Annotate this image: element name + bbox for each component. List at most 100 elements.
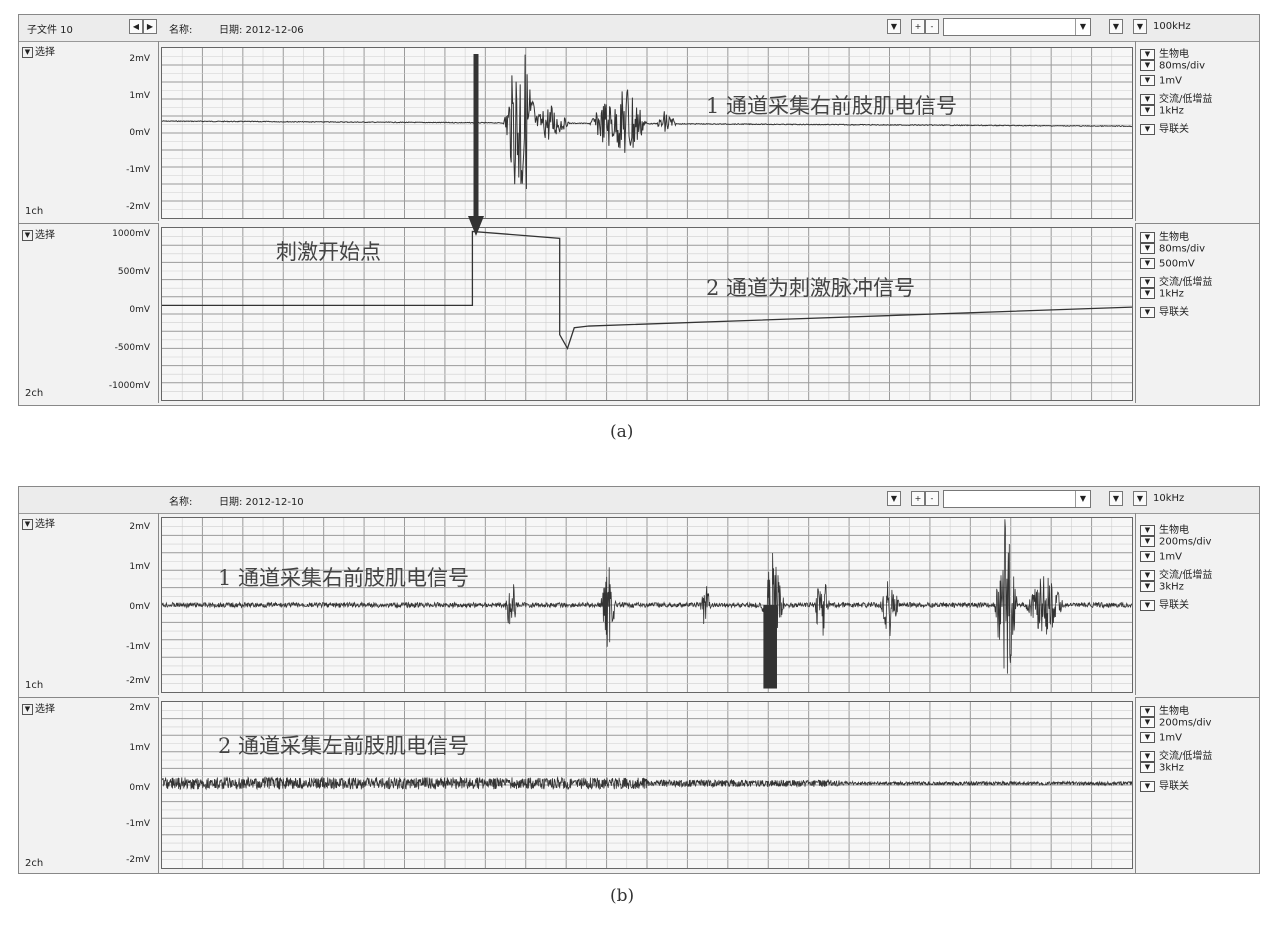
figure-caption-b: (b) (610, 886, 635, 906)
waveform-plot-b-ch1[interactable] (161, 517, 1133, 693)
filter-option[interactable]: ▼ 1kHz (1140, 105, 1184, 117)
waveform-svg (162, 702, 1132, 868)
chevron-down-icon: ▼ (1140, 75, 1155, 86)
channel-1-description: 1 通道采集右前肢肌电信号 (218, 566, 470, 590)
signal-type-option[interactable]: ▼ 生物电 (1140, 45, 1189, 60)
chevron-down-icon: ▼ (1140, 276, 1155, 288)
signal-trace (162, 54, 1132, 190)
lead-option[interactable]: ▼ 导联关 (1140, 596, 1189, 611)
signal-type-option[interactable]: ▼ 生物电 (1140, 228, 1189, 243)
channel-2-description: 2 通道为刺激脉冲信号 (706, 276, 916, 300)
amplitude-option[interactable]: ▼ 1mV (1140, 732, 1182, 744)
signal-type-option[interactable]: ▼ 生物电 (1140, 702, 1189, 717)
chevron-down-icon: ▼ (1140, 48, 1155, 60)
next-arrow-button[interactable]: ▶ (143, 19, 157, 34)
dropdown-arrow-icon[interactable]: ▼ (1109, 19, 1123, 34)
coupling-gain-option[interactable]: ▼ 交流/低增益 (1140, 90, 1212, 105)
time-scale-option[interactable]: ▼ 80ms/div (1140, 60, 1205, 72)
chevron-down-icon: ▼ (1140, 231, 1155, 243)
y-tick-label: 0mV (129, 602, 150, 612)
channel-select-button[interactable]: ▼ 选择 (22, 226, 55, 241)
signal-type-option[interactable]: ▼ 生物电 (1140, 521, 1189, 536)
y-tick-label: -2mV (126, 202, 150, 212)
signal-trace (162, 230, 1132, 351)
channel-1-settings-b: ▼ 生物电 ▼ 200ms/div ▼ 1mV ▼ 交流/低增益 ▼ 3kHz ▼ 导联关 (1135, 513, 1259, 695)
chevron-down-icon: ▼ (1140, 536, 1155, 547)
y-tick-label: 0mV (129, 305, 150, 315)
chevron-down-icon: ▼ (22, 703, 33, 715)
lead-option[interactable]: ▼ 导联关 (1140, 303, 1189, 318)
chevron-down-icon: ▼ (1140, 123, 1155, 135)
filter-option[interactable]: ▼ 3kHz (1140, 581, 1184, 593)
coupling-gain-option[interactable]: ▼ 交流/低增益 (1140, 566, 1212, 581)
zoom-in-button[interactable]: + (911, 491, 925, 506)
file-combo[interactable]: ▼ (943, 18, 1091, 36)
channel-name: 2ch (25, 388, 44, 399)
time-scale-option[interactable]: ▼ 200ms/div (1140, 536, 1211, 548)
dropdown-arrow-icon[interactable]: ▼ (887, 491, 901, 506)
chevron-down-icon: ▼ (1140, 717, 1155, 728)
zoom-out-button[interactable]: - (925, 491, 939, 506)
y-tick-label: 1000mV (112, 229, 150, 239)
channel-select-button[interactable]: ▼ 选择 (22, 515, 55, 530)
waveform-plot-b-ch2[interactable] (161, 701, 1133, 869)
stimulus-arrow (468, 54, 484, 236)
signal-trace (162, 519, 1132, 674)
channel-select-button[interactable]: ▼ 选择 (22, 700, 55, 715)
waveform-svg (162, 228, 1132, 400)
dropdown-arrow-icon[interactable]: ▼ (887, 19, 901, 34)
chevron-down-icon: ▼ (1140, 105, 1155, 116)
recording-window-a: 子文件 10 ◀ ▶ 名称: 日期: 2012-12-06 ▼ + - ▼ ▼ … (18, 14, 1260, 406)
chevron-down-icon[interactable]: ▼ (1075, 491, 1090, 507)
amplitude-option[interactable]: ▼ 1mV (1140, 75, 1182, 87)
filter-option[interactable]: ▼ 3kHz (1140, 762, 1184, 774)
zoom-out-button[interactable]: - (925, 19, 939, 34)
chevron-down-icon: ▼ (1140, 288, 1155, 299)
y-tick-label: 2mV (129, 54, 150, 64)
stimulus-start-annotation: 刺激开始点 (276, 240, 381, 264)
amplitude-option[interactable]: ▼ 1mV (1140, 551, 1182, 563)
prev-arrow-button[interactable]: ◀ (129, 19, 143, 34)
sample-rate-label: 100kHz (1153, 21, 1191, 32)
y-tick-label: 2mV (129, 522, 150, 532)
channel-1-axis-b: ▼ 选择 2mV 1mV 0mV -1mV -2mV 1ch (19, 513, 159, 695)
amplitude-option[interactable]: ▼ 500mV (1140, 258, 1195, 270)
time-scale-option[interactable]: ▼ 80ms/div (1140, 243, 1205, 255)
sample-rate-dropdown[interactable]: ▼ (1133, 491, 1147, 506)
sample-rate-dropdown[interactable]: ▼ (1133, 19, 1147, 34)
signal-trace (162, 775, 1132, 791)
lead-option[interactable]: ▼ 导联关 (1140, 120, 1189, 135)
time-scale-option[interactable]: ▼ 200ms/div (1140, 717, 1211, 729)
channel-1-description: 1 通道采集右前肢肌电信号 (706, 94, 958, 118)
chevron-down-icon: ▼ (1140, 599, 1155, 611)
chevron-down-icon: ▼ (1140, 306, 1155, 318)
waveform-svg (162, 518, 1132, 692)
subfile-label: 子文件 10 (27, 25, 73, 36)
filter-option[interactable]: ▼ 1kHz (1140, 288, 1184, 300)
y-tick-label: -1mV (126, 819, 150, 829)
file-combo[interactable]: ▼ (943, 490, 1091, 508)
coupling-gain-option[interactable]: ▼ 交流/低增益 (1140, 273, 1212, 288)
y-tick-label: -500mV (114, 343, 150, 353)
lead-option[interactable]: ▼ 导联关 (1140, 777, 1189, 792)
figure-caption-a: (a) (610, 422, 634, 442)
channel-2-axis-a: ▼ 选择 1000mV 500mV 0mV -500mV -1000mV 2ch (19, 223, 159, 403)
chevron-down-icon: ▼ (1140, 705, 1155, 717)
channel-name: 1ch (25, 680, 44, 691)
y-tick-label: 1mV (129, 743, 150, 753)
coupling-gain-option[interactable]: ▼ 交流/低增益 (1140, 747, 1212, 762)
y-tick-label: -1000mV (108, 381, 150, 391)
channel-name: 2ch (25, 858, 44, 869)
channel-2-axis-b: ▼ 选择 2mV 1mV 0mV -1mV -2mV 2ch (19, 697, 159, 873)
y-tick-label: 2mV (129, 703, 150, 713)
zoom-in-button[interactable]: + (911, 19, 925, 34)
chevron-down-icon[interactable]: ▼ (1075, 19, 1090, 35)
y-tick-label: 1mV (129, 91, 150, 101)
waveform-plot-a-ch2[interactable] (161, 227, 1133, 401)
chevron-down-icon: ▼ (1140, 732, 1155, 743)
channel-select-button[interactable]: ▼ 选择 (22, 43, 55, 58)
waveform-plot-a-ch1[interactable] (161, 47, 1133, 219)
channel-2-settings-a: ▼ 生物电 ▼ 80ms/div ▼ 500mV ▼ 交流/低增益 ▼ 1kHz ▼ 导联关 (1135, 223, 1259, 403)
chevron-down-icon: ▼ (1140, 60, 1155, 71)
dropdown-arrow-icon[interactable]: ▼ (1109, 491, 1123, 506)
